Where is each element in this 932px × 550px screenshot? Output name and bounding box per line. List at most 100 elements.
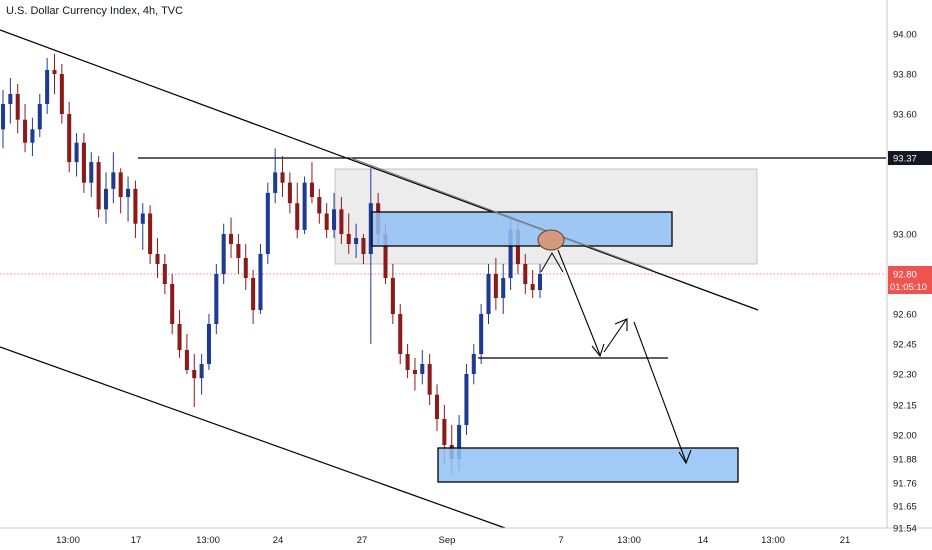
candle-body[interactable] xyxy=(287,182,292,204)
last-price-label: 92.80 xyxy=(893,270,917,281)
candle-body[interactable] xyxy=(118,172,123,198)
candle-body[interactable] xyxy=(45,70,50,104)
candle-body[interactable] xyxy=(103,188,109,210)
arrow-up-head xyxy=(540,252,564,273)
candle-body[interactable] xyxy=(67,114,72,163)
candle-body[interactable] xyxy=(52,70,57,74)
candle-body[interactable] xyxy=(302,182,307,230)
time-tick-label: 13:00 xyxy=(56,535,80,546)
candle-body[interactable] xyxy=(23,119,28,143)
candle-body[interactable] xyxy=(89,162,94,183)
candle-body[interactable] xyxy=(420,364,425,374)
candle-body[interactable] xyxy=(530,284,535,290)
candle-body[interactable] xyxy=(434,394,440,419)
candle-body[interactable] xyxy=(206,324,211,364)
candle-body[interactable] xyxy=(457,425,462,459)
candle-body[interactable] xyxy=(229,234,234,244)
countdown-label: 01:05:10 xyxy=(890,282,927,293)
candle-body[interactable] xyxy=(471,354,476,374)
candle-body[interactable] xyxy=(339,209,344,234)
projection-arrow-down-1[interactable] xyxy=(557,249,601,356)
price-tick-label: 92.30 xyxy=(893,370,917,381)
candle-body[interactable] xyxy=(74,142,79,163)
candle-body[interactable] xyxy=(96,162,101,210)
candle-body[interactable] xyxy=(280,172,285,183)
channel-lower-line[interactable] xyxy=(0,346,506,529)
candle-body[interactable] xyxy=(309,182,314,198)
candle-body[interactable] xyxy=(368,203,373,254)
price-tick-label: 91.88 xyxy=(893,455,917,466)
candle-body[interactable] xyxy=(148,213,153,254)
candle-body[interactable] xyxy=(317,197,322,214)
candle-body[interactable] xyxy=(493,274,498,298)
projection-arrow-up[interactable] xyxy=(603,319,627,353)
price-tick-label: 93.60 xyxy=(893,110,917,121)
candle-body[interactable] xyxy=(184,350,189,370)
price-tick-label: 91.54 xyxy=(893,524,917,535)
candle-body[interactable] xyxy=(405,354,410,370)
candle-body[interactable] xyxy=(162,264,167,284)
candle-body[interactable] xyxy=(258,254,263,310)
candle-body[interactable] xyxy=(427,364,432,395)
candle-body[interactable] xyxy=(30,129,35,143)
candle-body[interactable] xyxy=(214,274,219,324)
candle-body[interactable] xyxy=(361,238,366,254)
candle-body[interactable] xyxy=(486,274,491,314)
candle-body[interactable] xyxy=(354,238,359,244)
candle-body[interactable] xyxy=(126,188,131,198)
highlight-circle[interactable] xyxy=(537,229,565,251)
candle-body[interactable] xyxy=(251,278,256,310)
candle-body[interactable] xyxy=(265,192,270,254)
time-tick-label: 7 xyxy=(558,535,563,546)
arrow-head-up xyxy=(614,318,628,331)
candle-body[interactable] xyxy=(442,419,447,445)
candle-body[interactable] xyxy=(508,229,513,278)
candle-body[interactable] xyxy=(243,258,248,278)
chart-title: U.S. Dollar Currency Index, 4h, TVC xyxy=(6,5,184,17)
price-tick-label: 94.00 xyxy=(893,30,917,41)
time-tick-label: 17 xyxy=(131,535,142,546)
candle-body[interactable] xyxy=(140,213,145,224)
candle-body[interactable] xyxy=(177,324,182,350)
candle-body[interactable] xyxy=(236,244,241,258)
candle-body[interactable] xyxy=(221,234,226,274)
candle-body[interactable] xyxy=(346,234,351,244)
candle-body[interactable] xyxy=(37,104,42,130)
time-tick-label: 27 xyxy=(357,535,368,546)
time-tick-label: 13:00 xyxy=(196,535,220,546)
candle-body[interactable] xyxy=(464,374,469,425)
candle-body[interactable] xyxy=(155,254,160,264)
demand-zone-box[interactable] xyxy=(437,447,739,483)
candle-body[interactable] xyxy=(501,278,506,298)
candle-body[interactable] xyxy=(479,314,484,354)
candle-body[interactable] xyxy=(8,94,13,104)
candle-body[interactable] xyxy=(398,314,403,354)
price-tick-label: 93.80 xyxy=(893,70,917,81)
candle-body[interactable] xyxy=(537,274,543,290)
time-tick-label: 21 xyxy=(840,535,851,546)
candle-body[interactable] xyxy=(192,370,197,379)
candle-body[interactable] xyxy=(111,172,116,189)
candle-body[interactable] xyxy=(383,234,388,278)
grey-trend-line[interactable] xyxy=(347,156,653,271)
channel-upper-line[interactable] xyxy=(0,29,759,311)
supply-zone-box[interactable] xyxy=(371,211,673,247)
candle-body[interactable] xyxy=(133,188,138,224)
level-price-badge xyxy=(888,151,932,165)
projection-arrow-down-2[interactable] xyxy=(633,321,687,463)
candle-body[interactable] xyxy=(170,284,175,324)
candle-body[interactable] xyxy=(515,229,520,264)
candle-body[interactable] xyxy=(295,203,300,230)
candle-body[interactable] xyxy=(273,172,278,193)
candle-body[interactable] xyxy=(412,370,417,374)
candle-body[interactable] xyxy=(324,213,329,230)
candle-body[interactable] xyxy=(81,142,86,183)
candle-body[interactable] xyxy=(390,278,395,314)
candle-body[interactable] xyxy=(199,364,204,379)
candle-body[interactable] xyxy=(523,264,528,284)
candle-body[interactable] xyxy=(0,104,6,130)
candle-body[interactable] xyxy=(15,94,20,120)
candle-body[interactable] xyxy=(332,209,337,230)
candle-body[interactable] xyxy=(59,74,64,114)
